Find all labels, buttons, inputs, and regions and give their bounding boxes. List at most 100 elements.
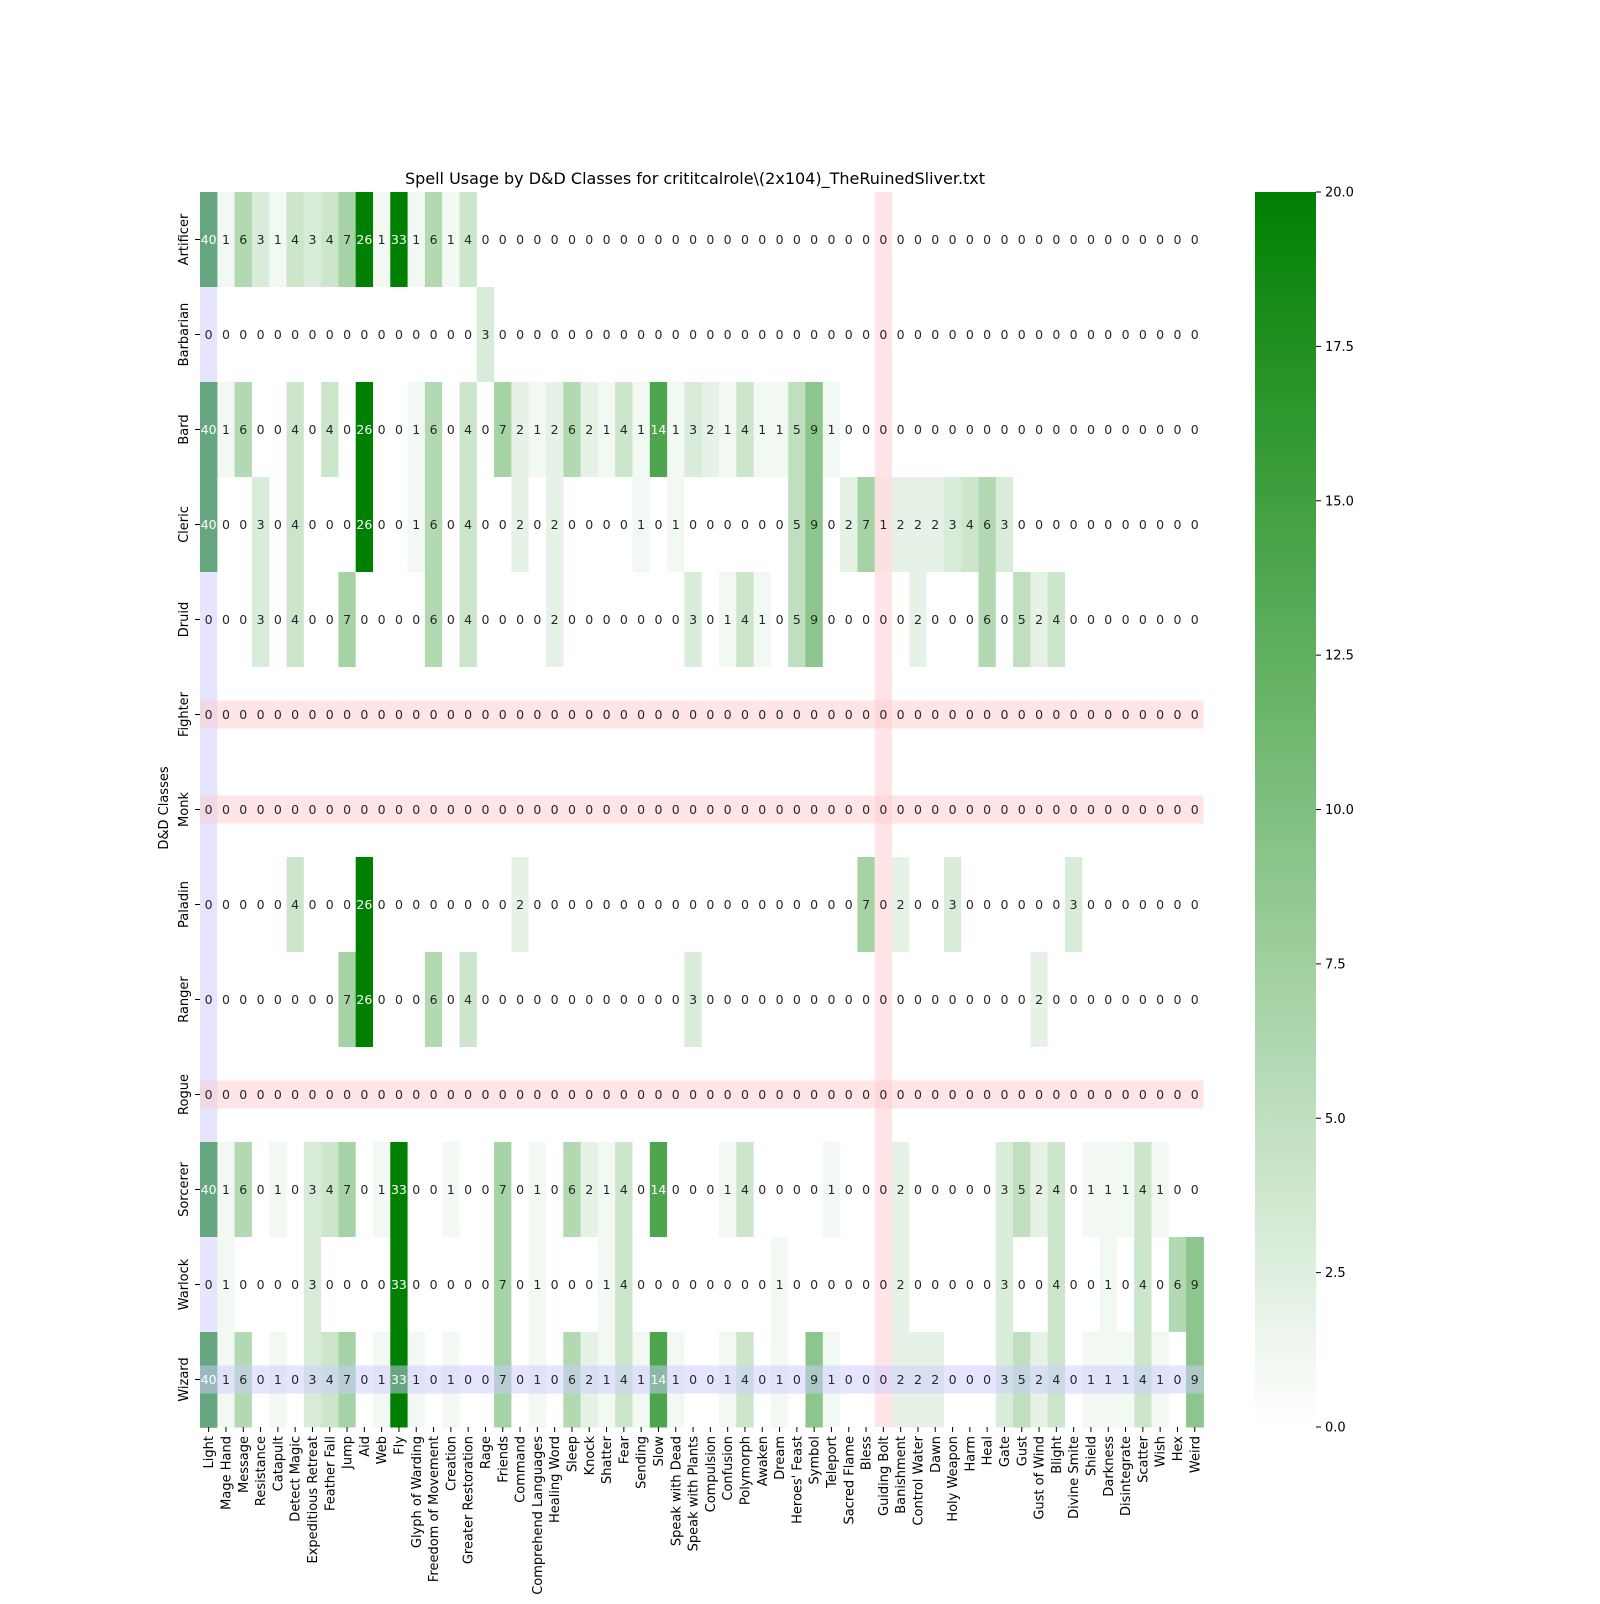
heatmap-cell-cleric-gust-of-wind [1030, 477, 1049, 573]
cell-value-label: 0 [793, 232, 801, 247]
heatmap-cell-druid-dream [770, 572, 789, 668]
column-label-healing-word: Healing Word [548, 1436, 563, 1523]
cell-value-label: 4 [1052, 1277, 1060, 1292]
cell-value-label: 0 [983, 1182, 991, 1197]
cell-value-label: 0 [741, 992, 749, 1007]
cell-value-label: 0 [308, 897, 316, 912]
column-label-polymorph: Polymorph [738, 1436, 753, 1505]
cell-value-label: 0 [637, 1182, 645, 1197]
heatmap-cell-paladin-catapult [269, 857, 287, 953]
heatmap-cell-cleric-dawn [926, 477, 945, 573]
cell-value-label: 0 [464, 1372, 472, 1387]
cell-value-label: 14 [650, 1372, 666, 1387]
cell-value-label: 6 [568, 422, 576, 437]
heatmap-cell-ranger-wish [1151, 952, 1170, 1048]
cell-value-label: 0 [620, 232, 628, 247]
column-label-symbol: Symbol [808, 1436, 823, 1484]
cell-value-label: 1 [274, 1372, 282, 1387]
column-label-message: Message [237, 1436, 252, 1493]
cell-value-label: 1 [447, 1182, 455, 1197]
cell-value-label: 1 [603, 1372, 611, 1387]
heatmap-cell-druid-confusion [719, 572, 737, 668]
cell-value-label: 0 [931, 897, 939, 912]
heatmap-cell-ranger-banishment [892, 952, 910, 1048]
cell-value-label: 4 [1052, 1372, 1060, 1387]
cell-value-label: 0 [966, 802, 974, 817]
cell-value-label: 0 [378, 1277, 386, 1292]
cell-value-label: 0 [308, 422, 316, 437]
cell-value-label: 0 [222, 707, 230, 722]
cell-value-label: 0 [741, 1087, 749, 1102]
heatmap-cell-paladin-divine-smite [1065, 857, 1083, 953]
heatmap-cell-bard-banishment [892, 382, 910, 478]
heatmap-cell-warlock-heal [978, 1237, 997, 1333]
heatmap-cell-warlock-dawn [926, 1237, 945, 1333]
heatmap-cell-cleric-bless [857, 477, 876, 573]
heatmap-cell-barbarian-gust [1013, 287, 1031, 383]
heatmap-cell-warlock-heroes-feast [788, 1237, 806, 1333]
cell-value-label: 0 [949, 802, 957, 817]
cell-value-label: 0 [481, 1087, 489, 1102]
column-label-gust: Gust [1015, 1436, 1030, 1466]
heatmap-cell-cleric-darkness [1099, 477, 1118, 573]
cell-value-label: 0 [654, 1277, 662, 1292]
heatmap-cell-barbarian-wish [1151, 287, 1170, 383]
cell-value-label: 1 [222, 1277, 230, 1292]
cell-value-label: 0 [447, 992, 455, 1007]
cell-value-label: 0 [914, 422, 922, 437]
cell-value-label: 0 [378, 327, 386, 342]
heatmap-cell-paladin-aid [355, 857, 374, 953]
cell-value-label: 0 [395, 802, 403, 817]
heatmap-cell-ranger-scatter [1134, 952, 1152, 1048]
column-label-disintegrate: Disintegrate [1119, 1436, 1134, 1516]
heatmap-cell-cleric-mage-hand [217, 477, 236, 573]
heatmap-cell-sorcerer-banishment [892, 1142, 910, 1238]
cell-value-label: 0 [897, 707, 905, 722]
heatmap-cell-artificer-catapult [269, 192, 287, 288]
row-label-sorcerer: Sorcerer [177, 1161, 192, 1216]
heatmap-cell-cleric-harm [961, 477, 979, 573]
cell-value-label: 0 [430, 1372, 438, 1387]
heatmap-cell-ranger-control-water [909, 952, 928, 1048]
heatmap-cell-druid-polymorph [736, 572, 755, 668]
cell-value-label: 0 [533, 232, 541, 247]
heatmap-cell-artificer-speak-with-dead [667, 192, 685, 288]
heatmap-cell-barbarian-catapult [269, 287, 287, 383]
heatmap-cell-druid-shatter [597, 572, 616, 668]
cell-value-label: 0 [447, 897, 455, 912]
cell-value-label: 0 [931, 612, 939, 627]
cell-value-label: 1 [222, 1182, 230, 1197]
cell-value-label: 0 [1191, 992, 1199, 1007]
cell-value-label: 0 [551, 1087, 559, 1102]
cell-value-label: 6 [983, 517, 991, 532]
cell-value-label: 0 [741, 1277, 749, 1292]
column-label-fear: Fear [617, 1435, 632, 1464]
heatmap-cell-druid-web [373, 572, 391, 668]
heatmap-cell-druid-glyph-of-warding [407, 572, 426, 668]
cell-value-label: 0 [862, 707, 870, 722]
heatmap-cell-ranger-resistance [251, 952, 270, 1048]
colorbar-tick-label: 7.5 [1325, 957, 1346, 972]
cell-value-label: 0 [776, 517, 784, 532]
cell-value-label: 0 [343, 1087, 351, 1102]
cell-value-label: 0 [897, 802, 905, 817]
heatmap-cell-ranger-heroes-feast [788, 952, 806, 1048]
cell-value-label: 0 [810, 232, 818, 247]
cell-value-label: 0 [1018, 802, 1026, 817]
cell-value-label: 0 [897, 1087, 905, 1102]
cell-value-label: 0 [1156, 232, 1164, 247]
heatmap-cell-bard-darkness [1099, 382, 1118, 478]
cell-value-label: 0 [620, 1087, 628, 1102]
cell-value-label: 3 [1000, 517, 1008, 532]
heatmap-cell-paladin-slow [649, 857, 668, 953]
cell-value-label: 2 [914, 517, 922, 532]
cell-value-label: 0 [983, 992, 991, 1007]
cell-value-label: 4 [741, 422, 749, 437]
cell-value-label: 0 [672, 802, 680, 817]
heatmap-cell-bard-fear [615, 382, 633, 478]
heatmap-cell-artificer-awaken [753, 192, 772, 288]
cell-value-label: 0 [1087, 612, 1095, 627]
cell-value-label: 0 [499, 1087, 507, 1102]
cell-value-label: 0 [464, 1087, 472, 1102]
column-label-feather-fall: Feather Fall [323, 1436, 338, 1511]
